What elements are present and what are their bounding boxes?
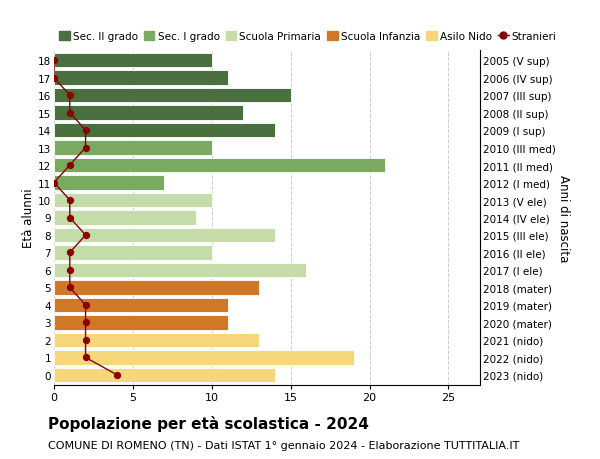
Bar <box>54 176 164 190</box>
Point <box>65 249 74 257</box>
Bar <box>54 368 275 382</box>
Legend: Sec. II grado, Sec. I grado, Scuola Primaria, Scuola Infanzia, Asilo Nido, Stran: Sec. II grado, Sec. I grado, Scuola Prim… <box>59 32 557 42</box>
Point <box>65 110 74 117</box>
Y-axis label: Anni di nascita: Anni di nascita <box>557 174 569 262</box>
Bar <box>54 158 385 173</box>
Bar <box>54 351 354 365</box>
Bar <box>54 316 227 330</box>
Bar <box>54 106 244 120</box>
Bar <box>54 280 259 295</box>
Point <box>81 145 91 152</box>
Point <box>112 371 122 379</box>
Point <box>81 302 91 309</box>
Bar <box>54 193 212 208</box>
Bar <box>54 263 307 278</box>
Bar <box>54 246 212 260</box>
Point <box>81 232 91 239</box>
Point <box>81 354 91 361</box>
Bar <box>54 89 290 103</box>
Point <box>65 214 74 222</box>
Point <box>49 75 59 82</box>
Point <box>65 197 74 204</box>
Point <box>81 336 91 344</box>
Bar <box>54 228 275 243</box>
Y-axis label: Età alunni: Età alunni <box>22 188 35 248</box>
Bar <box>54 54 212 68</box>
Point <box>49 57 59 65</box>
Point <box>65 267 74 274</box>
Point <box>65 92 74 100</box>
Bar <box>54 211 196 225</box>
Bar <box>54 298 227 313</box>
Bar <box>54 123 275 138</box>
Bar <box>54 71 227 85</box>
Point <box>81 127 91 134</box>
Text: Popolazione per età scolastica - 2024: Popolazione per età scolastica - 2024 <box>48 415 369 431</box>
Bar <box>54 333 259 347</box>
Point <box>49 179 59 187</box>
Point <box>65 284 74 291</box>
Point <box>81 319 91 326</box>
Text: COMUNE DI ROMENO (TN) - Dati ISTAT 1° gennaio 2024 - Elaborazione TUTTITALIA.IT: COMUNE DI ROMENO (TN) - Dati ISTAT 1° ge… <box>48 440 520 450</box>
Point <box>65 162 74 169</box>
Bar <box>54 141 212 156</box>
